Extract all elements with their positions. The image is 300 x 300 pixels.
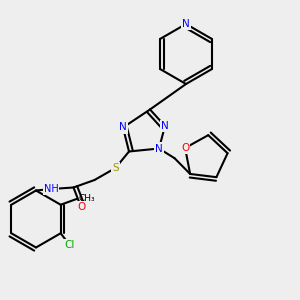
Text: N: N: [182, 19, 190, 29]
Text: O: O: [181, 143, 189, 153]
Text: N: N: [119, 122, 127, 133]
Text: N: N: [155, 143, 163, 154]
Text: O: O: [77, 202, 85, 212]
Text: S: S: [112, 163, 119, 173]
Text: Cl: Cl: [64, 240, 75, 250]
Text: N: N: [161, 121, 169, 131]
Text: NH: NH: [44, 184, 59, 194]
Text: CH₃: CH₃: [79, 194, 95, 203]
